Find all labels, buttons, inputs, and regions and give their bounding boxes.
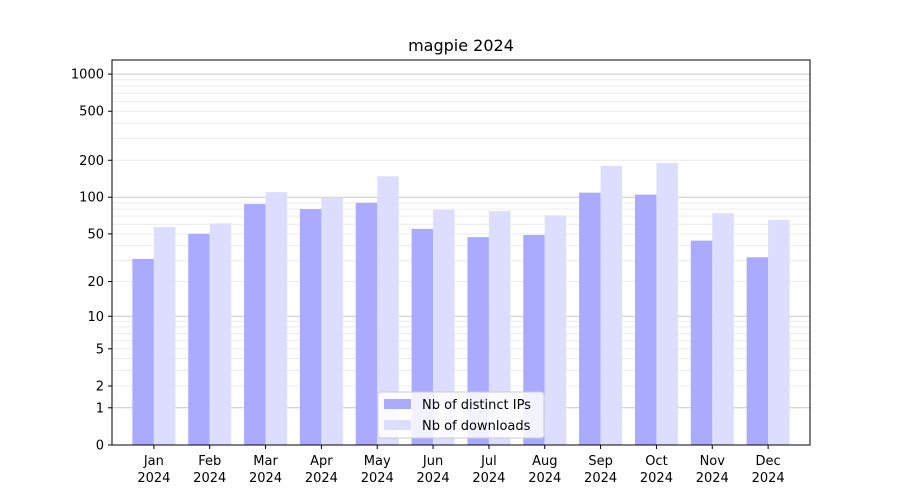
x-tick-label-month: Nov [700,454,726,469]
bar [544,215,567,445]
x-tick-label-month: Jun [422,454,443,469]
legend-label: Nb of downloads [422,419,531,434]
x-tick-label-month: May [364,454,391,469]
bar [656,163,678,446]
x-tick-label-year: 2024 [193,471,226,486]
y-tick-label: 10 [87,310,104,325]
x-tick-label-month: Aug [532,454,557,469]
plot-frame [111,59,811,446]
x-tick-label-month: Sep [588,454,613,469]
x-tick-label-month: Apr [310,454,333,469]
x-tick-label-year: 2024 [361,471,394,486]
y-tick-label: 200 [79,154,104,169]
bar [433,209,455,445]
x-tick-label-year: 2024 [305,471,338,486]
x-tick-label-month: Mar [253,454,278,469]
x-tick-label-month: Oct [645,454,667,469]
bar [768,220,790,445]
bar [488,211,511,445]
x-tick-label-year: 2024 [528,471,561,486]
x-tick-label-year: 2024 [249,471,282,486]
bar [188,233,210,445]
bar [299,209,322,445]
bar [634,194,657,445]
legend: Nb of distinct IPs Nb of downloads [377,391,545,439]
legend-swatch [384,399,411,409]
x-tick-label-month: Jan [143,454,164,469]
x-tick-label-year: 2024 [640,471,673,486]
x-tick-label-year: 2024 [752,471,785,486]
x-tick-label-month: Feb [198,454,221,469]
bars [132,163,790,446]
y-tick-label: 5 [96,342,104,357]
x-tick-label-month: Dec [756,454,781,469]
y-tick-label: 20 [87,275,104,290]
bar [579,192,601,445]
y-axis: 0 1 2 5 10 20 50 100 200 500 1000 [71,68,112,454]
bar [377,176,399,445]
x-axis: Jan 2024 Feb 2024 Mar 2024 Apr 2024 May 2024 Jun 20… [137,445,785,486]
x-tick-label-year: 2024 [696,471,729,486]
legend-box [377,391,545,439]
bar [746,257,769,445]
x-tick-label-year: 2024 [137,471,170,486]
x-tick-label-year: 2024 [472,471,505,486]
bar [690,240,713,445]
bar [244,204,266,445]
bar [600,165,623,446]
bar [265,192,288,445]
y-tick-label: 500 [79,105,104,120]
y-tick-label: 50 [87,227,104,242]
bar [411,228,434,445]
bar [321,197,343,445]
y-tick-label: 1 [96,401,104,416]
bar [132,258,154,445]
legend-label: Nb of distinct IPs [422,398,531,413]
y-tick-label: 100 [79,191,104,206]
x-tick-label-month: Jul [480,454,497,469]
bar [712,213,734,445]
x-tick-label-year: 2024 [417,471,450,486]
legend-swatch [384,420,411,430]
y-tick-label: 2 [96,380,104,395]
x-tick-label-year: 2024 [584,471,617,486]
y-tick-label: 1000 [71,68,104,83]
bar [209,223,232,445]
bar [355,202,378,445]
chart-title: magpie 2024 [408,36,514,55]
bar [153,226,176,445]
y-tick-label: 0 [96,439,104,454]
